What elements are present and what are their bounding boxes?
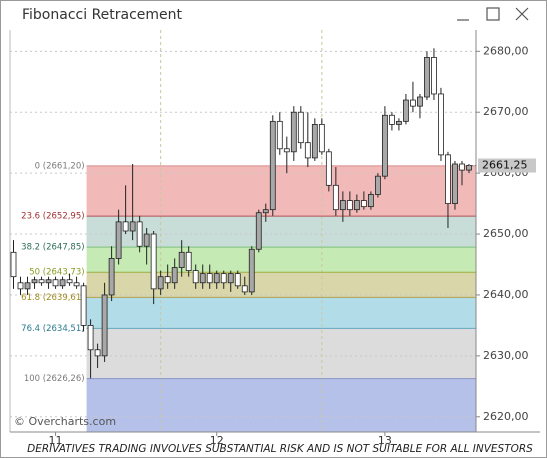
fib-label: 50 (2643,73) — [29, 268, 84, 278]
candle-body — [311, 124, 318, 159]
candle-body — [318, 124, 325, 153]
y-tick-label: 2630,00 — [483, 349, 529, 362]
candle-body — [122, 221, 129, 232]
candle-body — [199, 273, 206, 284]
candle-body — [143, 233, 150, 247]
fib-band — [86, 328, 477, 379]
candle-body — [389, 114, 395, 125]
candle-body — [353, 200, 360, 211]
candle-body — [304, 142, 311, 159]
candle-body — [283, 148, 290, 153]
fib-band — [86, 247, 477, 273]
candle-body — [276, 120, 283, 150]
candle-body — [262, 209, 269, 214]
candle-body — [367, 194, 374, 208]
y-tick-label: 2650,00 — [483, 227, 529, 240]
fib-band — [86, 272, 477, 298]
candle-body — [297, 111, 304, 144]
candle-body — [178, 251, 185, 268]
candle-body — [136, 221, 143, 247]
candle-body — [445, 154, 451, 204]
candle-body — [382, 114, 388, 177]
candle-body — [410, 99, 416, 107]
candle-body — [213, 273, 220, 284]
fib-label: 100 (2626,26) — [24, 374, 85, 384]
candle-body — [80, 285, 87, 326]
fib-label: 38.2 (2647,85) — [21, 243, 84, 253]
fib-band — [86, 378, 477, 432]
window-controls[interactable] — [457, 7, 529, 21]
candle-body — [255, 212, 262, 250]
fib-label: 61.8 (2639,61) — [21, 293, 84, 303]
candle-body — [396, 120, 402, 125]
x-tick-label: 11 — [49, 434, 63, 447]
candle-body — [115, 221, 122, 259]
candle-body — [192, 270, 199, 284]
candle-body — [185, 251, 192, 271]
x-tick-label: 13 — [378, 434, 392, 447]
candle-body — [452, 163, 458, 204]
candle-body — [10, 251, 17, 278]
fib-label: 23.6 (2652,95) — [21, 212, 84, 222]
x-tick-label: 12 — [210, 434, 224, 447]
candle-body — [431, 57, 437, 95]
candle-body — [417, 96, 423, 107]
candle-body — [374, 175, 381, 195]
y-tick-label: 2670,00 — [483, 105, 529, 118]
disclaimer: DERIVATIVES TRADING INVOLVES SUBSTANTIAL… — [27, 443, 533, 455]
candle-body — [339, 200, 346, 211]
candle-body — [59, 279, 66, 287]
candle-body — [31, 279, 38, 284]
maximize-button[interactable] — [486, 7, 500, 21]
candle-body — [325, 151, 332, 186]
y-tick-label: 2680,00 — [483, 44, 529, 57]
fib-label: 76.4 (2634,51) — [21, 324, 84, 334]
candle-body — [332, 184, 339, 211]
fib-band — [86, 297, 477, 329]
candle-body — [108, 258, 115, 296]
candle-body — [360, 200, 367, 208]
candle-body — [234, 273, 241, 287]
last-price-box — [478, 158, 536, 173]
copyright: © Overcharts.com — [14, 415, 116, 428]
candle-body — [94, 349, 101, 357]
fib-label: 0 (2661,20) — [35, 161, 85, 171]
candle-body — [269, 120, 276, 211]
candle-body — [290, 111, 297, 153]
candle-body — [87, 325, 94, 351]
candle-body — [227, 273, 234, 284]
last-price-label: 2661,25 — [482, 159, 528, 172]
candle-body — [66, 279, 73, 284]
fib-band — [86, 165, 477, 217]
candle-body — [157, 276, 164, 290]
candle-body — [220, 273, 227, 284]
candle-body — [424, 57, 430, 98]
candle-body — [24, 282, 31, 290]
candle-body — [171, 267, 178, 284]
candle-body — [164, 276, 171, 284]
candle-body — [459, 163, 465, 171]
candle-body — [101, 294, 108, 357]
candle-body — [241, 285, 248, 293]
candle-body — [206, 273, 213, 284]
candle-body — [73, 282, 80, 287]
candle-body — [438, 93, 444, 156]
candle-body — [129, 221, 136, 232]
candle-body — [346, 200, 353, 211]
candle-body — [466, 165, 472, 171]
close-button[interactable] — [515, 7, 529, 21]
candle-body — [248, 248, 255, 293]
candle-body — [45, 279, 52, 284]
y-tick-label: 2640,00 — [483, 288, 529, 301]
candle-body — [38, 279, 45, 284]
y-tick-label: 2620,00 — [483, 410, 529, 423]
window-title: Fibonacci Retracement — [22, 7, 183, 23]
candle-body — [17, 282, 24, 290]
plot-area: 0 (2661,20) 23.6 (2652,95) 38.2 (2647,85) 5… — [10, 30, 477, 432]
candle-body — [52, 279, 59, 287]
candle-body — [150, 233, 157, 290]
candle-body — [403, 99, 409, 122]
